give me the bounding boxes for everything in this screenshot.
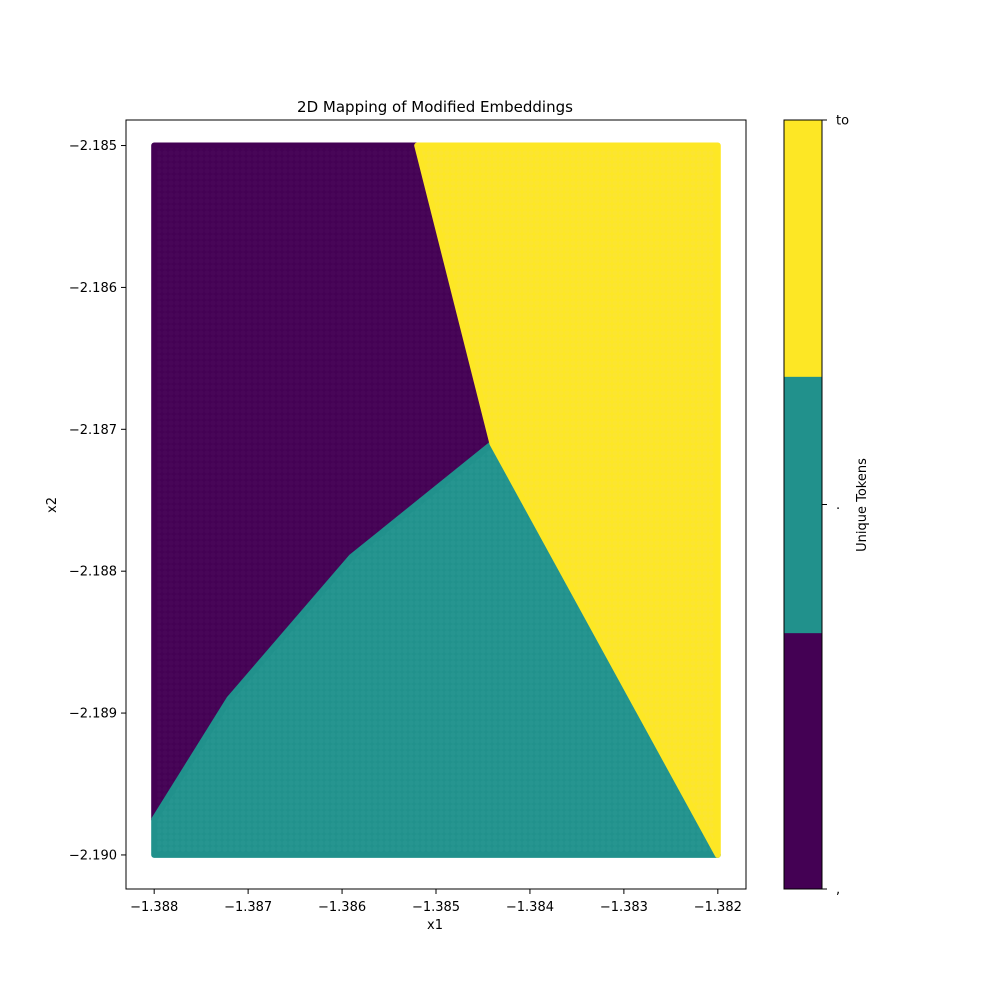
y-axis-label: x2	[45, 497, 60, 513]
y-tick-label: −2.190	[69, 848, 117, 863]
colorbar-label: Unique Tokens	[855, 458, 870, 552]
y-tick-label: −2.186	[69, 281, 117, 296]
y-tick-label: −2.187	[69, 423, 117, 438]
scatter-region-3	[414, 142, 721, 858]
x-axis-label: x1	[427, 918, 443, 933]
scatter-regions	[151, 142, 721, 858]
y-axis: −2.185 −2.186 −2.187 −2.188 −2.189 −2.190	[69, 139, 126, 863]
colorbar-tick-label: to	[836, 114, 849, 129]
x-tick-label: −1.388	[130, 900, 178, 915]
colorbar-segment	[784, 632, 822, 890]
x-tick-label: −1.386	[318, 900, 366, 915]
x-tick-label: −1.384	[506, 900, 554, 915]
y-tick-label: −2.188	[69, 565, 117, 580]
x-axis: −1.388 −1.387 −1.386 −1.385 −1.384 −1.383 −1.3…	[130, 889, 742, 915]
colorbar-segment	[784, 120, 822, 377]
x-tick-label: −1.385	[412, 900, 460, 915]
colorbar-tick-label: .	[836, 498, 840, 513]
y-tick-label: −2.189	[69, 707, 117, 722]
colorbar-segment	[784, 376, 822, 634]
colorbar-tick-label: ,	[836, 883, 840, 898]
chart-title: 2D Mapping of Modified Embeddings	[297, 98, 573, 116]
colorbar: ,. to	[783, 114, 849, 898]
y-tick-label: −2.185	[69, 139, 117, 154]
x-tick-label: −1.387	[224, 900, 272, 915]
x-tick-label: −1.383	[600, 900, 648, 915]
x-tick-label: −1.382	[694, 900, 742, 915]
